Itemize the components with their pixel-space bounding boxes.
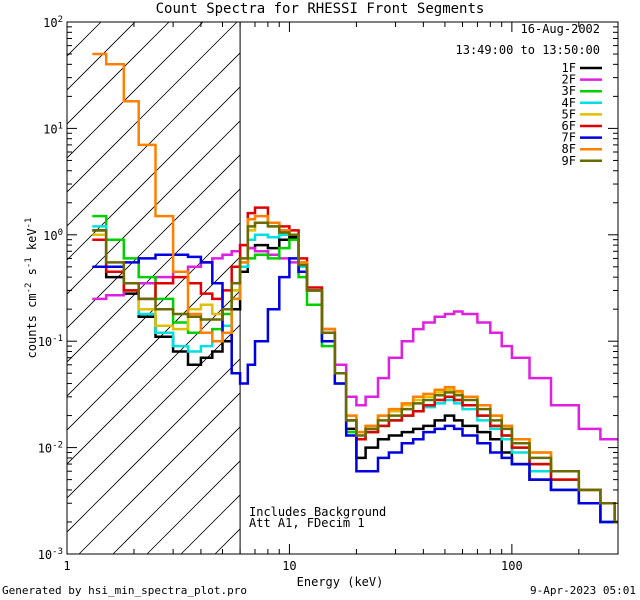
hatch-line	[67, 188, 241, 363]
hatch-line	[67, 52, 241, 227]
hatch-line	[67, 22, 102, 57]
hatch-line	[67, 22, 204, 159]
legend-label-4F: 4F	[562, 96, 576, 110]
series-1F	[92, 229, 618, 524]
hatch-line	[67, 358, 241, 533]
hatch-line	[67, 290, 241, 465]
legend-label-6F: 6F	[562, 119, 576, 133]
hatched-region	[67, 22, 241, 554]
legend-label-1F: 1F	[562, 61, 576, 75]
y-tick-label: 100	[43, 228, 63, 243]
x-axis-label: Energy (keV)	[296, 575, 384, 589]
attenuator-note: Att A1, FDecim 1	[249, 516, 365, 530]
series-3F	[92, 214, 618, 524]
background-note: Includes Background	[249, 505, 387, 519]
legend-label-8F: 8F	[562, 142, 576, 156]
date-label: 16-Aug-2002	[520, 22, 600, 36]
hatch-line	[67, 324, 241, 499]
legend-label-5F: 5F	[562, 107, 576, 121]
hatch-line	[67, 222, 241, 397]
axis-ticks: 1 10 100 10-3 10-2 10-1 100 101 102	[38, 15, 619, 573]
hatch-line	[146, 460, 241, 554]
plot-frame	[66, 21, 619, 555]
hatch-line	[67, 22, 170, 125]
x-tick-label: 100	[501, 559, 523, 573]
y-tick-label: 10-2	[38, 441, 63, 456]
y-tick-label: 101	[43, 121, 63, 136]
generated-by: Generated by hsi_min_spectra_plot.pro	[2, 584, 248, 597]
x-tick-label: 10	[282, 559, 296, 573]
y-axis-label-text: counts cm-2 s-1 keV-1	[24, 218, 39, 359]
hatch-line	[78, 392, 241, 554]
y-tick-label: 10-3	[38, 547, 63, 562]
series-4F	[92, 225, 618, 524]
x-tick-label: 1	[63, 559, 70, 573]
series-2F	[92, 243, 618, 441]
hatch-line	[67, 22, 238, 193]
y-tick-label: 102	[43, 15, 63, 30]
hatch-line	[112, 426, 241, 554]
legend-label-7F: 7F	[562, 131, 576, 145]
hatch-line	[67, 256, 241, 431]
legend-label-3F: 3F	[562, 84, 576, 98]
legend-label-2F: 2F	[562, 73, 576, 87]
timestamp: 9-Apr-2023 05:01	[530, 584, 636, 597]
series-7F	[92, 253, 618, 524]
legend-label-9F: 9F	[562, 154, 576, 168]
chart-title: Count Spectra for RHESSI Front Segments	[155, 1, 485, 17]
time-range-label: 13:49:00 to 13:50:00	[455, 43, 601, 57]
series-5F	[92, 221, 618, 524]
hatch-line	[67, 120, 241, 295]
series-9F	[92, 221, 618, 524]
hatch-line	[67, 86, 241, 261]
hatch-line	[67, 154, 241, 329]
y-axis-label: counts cm-2 s-1 keV-1	[24, 218, 39, 359]
y-tick-label: 10-1	[38, 334, 63, 349]
